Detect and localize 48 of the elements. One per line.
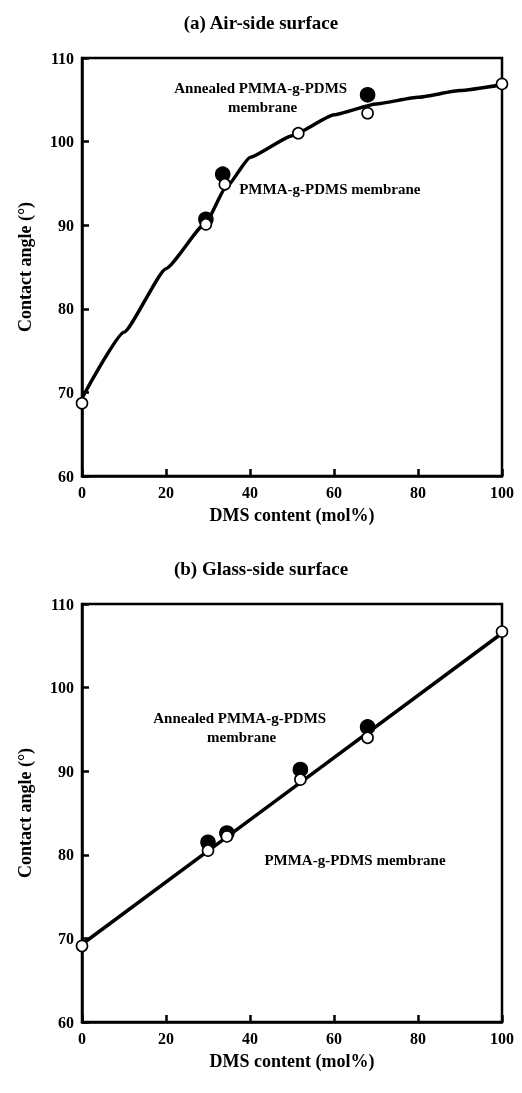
point: [201, 844, 215, 857]
point: [359, 719, 376, 735]
point: [75, 396, 89, 410]
text: PMMA-g-PDMS membrane: [264, 852, 446, 869]
y-tick-label: 80: [58, 300, 74, 318]
point: [359, 86, 376, 103]
point: [495, 77, 509, 91]
y-tick-label: 100: [50, 133, 74, 151]
x-tick-label: 60: [326, 483, 342, 501]
point: [75, 939, 89, 953]
point: [218, 177, 232, 191]
x-tick-label: 40: [242, 483, 258, 501]
point: [495, 625, 509, 638]
chart-title: (a) Air-side surface: [183, 12, 339, 34]
y-tick-label: 90: [58, 216, 74, 234]
x-axis-title: DMS content (mol%): [209, 505, 375, 526]
series-label: Annealed PMMA-g-PDMS membrane: [153, 710, 330, 745]
y-axis-title: Contact angle (°): [15, 747, 36, 879]
y-tick-label: 90: [58, 762, 74, 780]
point: [292, 126, 305, 140]
point: [294, 773, 307, 786]
point: [361, 731, 374, 745]
y-tick-label: 70: [58, 929, 74, 947]
y-tick-label: 60: [58, 467, 74, 485]
y-tick-label: 80: [58, 846, 74, 864]
x-tick-label: 100: [490, 483, 514, 501]
series-label: PMMA-g-PDMS membrane: [239, 180, 421, 197]
point: [220, 830, 234, 843]
x-tick-label: 80: [410, 1029, 426, 1047]
y-tick-label: 70: [58, 383, 74, 401]
chart-title: (b) Glass-side surface: [173, 558, 349, 580]
x-tick-label: 20: [158, 483, 174, 501]
x-tick-label: 40: [242, 1029, 258, 1047]
x-tick-label: 60: [326, 1029, 342, 1047]
series-label: Annealed PMMA-g-PDMS membrane: [174, 80, 351, 116]
y-tick-label: 110: [50, 49, 74, 67]
y-axis-title: Contact angle (°): [15, 201, 36, 333]
y-tick-label: 100: [50, 679, 74, 697]
point: [361, 106, 374, 120]
x-tick-label: 0: [78, 1029, 86, 1047]
x-tick-label: 0: [78, 483, 86, 501]
point: [199, 218, 213, 231]
x-axis-title: DMS content (mol%): [209, 1051, 375, 1072]
x-tick-label: 100: [490, 1029, 514, 1047]
y-tick-label: 110: [50, 595, 74, 613]
y-tick-label: 60: [58, 1013, 74, 1031]
x-tick-label: 20: [158, 1029, 174, 1047]
x-tick-label: 80: [410, 483, 426, 501]
